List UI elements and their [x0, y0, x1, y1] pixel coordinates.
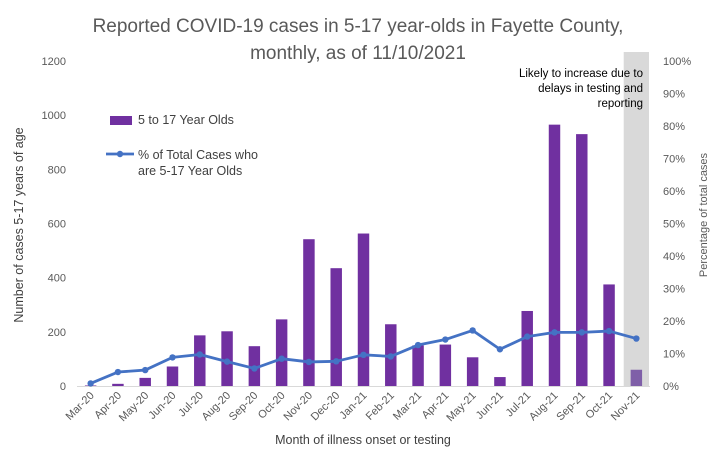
bar-apr-20 — [112, 383, 124, 386]
annotation-line: Likely to increase due to — [519, 68, 643, 80]
annotation-line: reporting — [598, 98, 643, 110]
line-point-jan-21 — [360, 351, 367, 358]
legend-bar-swatch — [110, 116, 132, 125]
y2-tick-label: 50% — [663, 219, 685, 231]
y-axis-title: Number of cases 5-17 years of age — [12, 127, 26, 322]
y-tick-label: 1000 — [42, 110, 66, 122]
line-point-aug-20 — [223, 358, 231, 365]
legend-bar-label: 5 to 17 Year Olds — [138, 113, 234, 127]
line-point-feb-21 — [387, 353, 394, 360]
y2-axis-title: Percentage of total cases — [698, 152, 710, 277]
y2-tick-label: 30% — [663, 284, 685, 296]
y-tick-label: 600 — [48, 219, 66, 231]
line-point-dec-20 — [333, 358, 340, 365]
bar-may-21 — [466, 357, 479, 386]
line-point-mar-20 — [87, 380, 94, 387]
annotation-line: delays in testing and — [538, 83, 643, 95]
y2-tick-label: 20% — [663, 316, 685, 328]
bar-jan-21 — [357, 233, 370, 386]
bar-mar-21 — [412, 345, 424, 386]
shaded-region-bar — [623, 52, 649, 386]
line-point-apr-21 — [442, 336, 449, 343]
bar-aug-21 — [548, 124, 561, 386]
bar-apr-21 — [439, 344, 452, 386]
x-tick-label: Mar-21 — [391, 390, 424, 423]
y-tick-label: 0 — [60, 381, 66, 393]
y-tick-label: 200 — [48, 327, 66, 339]
chart-title-line: monthly, as of 11/10/2021 — [250, 43, 466, 64]
line-point-nov-20 — [305, 358, 313, 366]
bar-may-20 — [139, 377, 151, 386]
x-tick-label: May-20 — [117, 390, 151, 424]
bar-oct-20 — [275, 319, 288, 386]
y2-tick-label: 90% — [663, 89, 685, 101]
bar-jul-20 — [194, 335, 206, 386]
line-point-sep-21 — [578, 329, 585, 336]
y-tick-label: 800 — [48, 164, 66, 176]
x-tick-label: Aug-20 — [200, 390, 234, 424]
x-tick-label: Aug-21 — [527, 390, 561, 424]
x-axis-title: Month of illness onset or testing — [275, 433, 451, 447]
legend-line-label: are 5-17 Year Olds — [138, 164, 242, 178]
line-point-oct-20 — [278, 355, 285, 362]
line-point-mar-21 — [414, 341, 422, 349]
legend-line-label: % of Total Cases who — [138, 148, 258, 162]
x-tick-label: Nov-20 — [281, 390, 315, 424]
bar-sep-21 — [576, 134, 588, 386]
bar-nov-21 — [630, 369, 643, 386]
x-tick-label: Jun-20 — [146, 390, 178, 422]
line-point-apr-20 — [114, 368, 122, 376]
y2-tick-label: 80% — [663, 121, 685, 133]
x-tick-label: Dec-20 — [309, 390, 343, 424]
line-point-jun-21 — [496, 346, 504, 353]
line-point-sep-20 — [251, 365, 258, 372]
x-tick-label: May-21 — [444, 390, 478, 424]
bar-oct-21 — [603, 284, 615, 386]
chart-title-line: Reported COVID-19 cases in 5-17 year-old… — [93, 16, 624, 37]
bar-jun-21 — [494, 377, 506, 386]
y-tick-label: 400 — [48, 273, 66, 285]
bar-jul-21 — [521, 310, 533, 386]
x-tick-label: Jan-21 — [337, 390, 369, 422]
line-point-nov-21 — [633, 335, 640, 342]
y2-tick-label: 10% — [663, 349, 685, 361]
y2-tick-label: 60% — [663, 186, 685, 198]
legend-line-marker — [116, 150, 124, 158]
y2-tick-label: 40% — [663, 251, 685, 263]
line-point-jul-21 — [524, 333, 531, 340]
bar-nov-20 — [303, 239, 315, 386]
bar-jun-20 — [166, 366, 179, 386]
line-point-may-21 — [469, 327, 476, 334]
x-tick-label: Sep-21 — [554, 390, 588, 424]
y-tick-label: 1200 — [42, 56, 66, 68]
x-tick-label: Jun-21 — [474, 390, 506, 422]
line-point-jun-20 — [169, 354, 176, 361]
line-point-aug-21 — [551, 329, 558, 336]
y2-tick-label: 70% — [663, 154, 685, 166]
line-point-may-20 — [142, 366, 149, 374]
x-tick-label: Mar-20 — [64, 390, 97, 423]
line-point-oct-21 — [605, 327, 613, 335]
x-tick-label: Sep-20 — [227, 390, 261, 424]
line-point-jul-20 — [196, 351, 203, 358]
y2-tick-label: 100% — [663, 56, 691, 68]
x-tick-label: Nov-21 — [609, 390, 643, 424]
bar-dec-20 — [330, 268, 342, 386]
x-tick-label: Feb-21 — [364, 390, 397, 423]
y2-tick-label: 0% — [663, 381, 679, 393]
